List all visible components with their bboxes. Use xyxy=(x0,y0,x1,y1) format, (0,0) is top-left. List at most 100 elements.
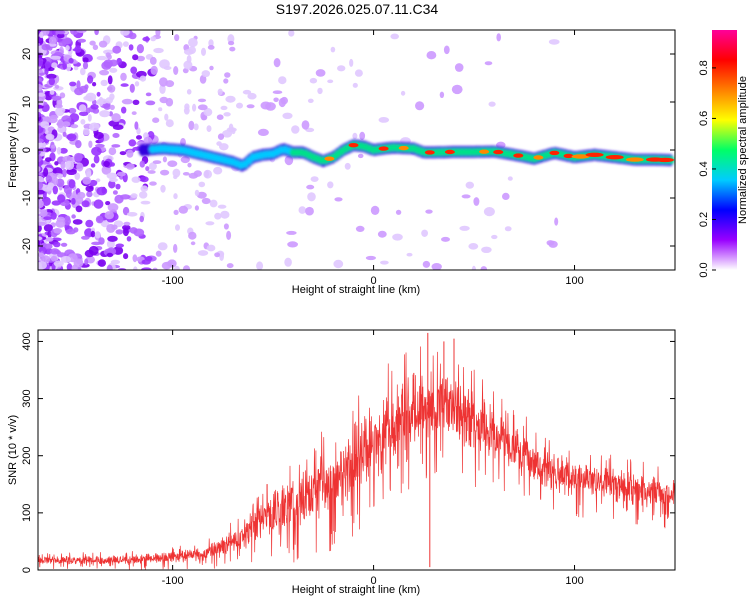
spectrogram-noise-blob xyxy=(153,47,164,54)
spectrogram-noise-blob xyxy=(84,84,89,90)
spectrogram-noise-blob xyxy=(46,73,57,79)
spectrogram-noise-blob xyxy=(45,133,55,140)
spectrogram-noise-blob xyxy=(62,131,67,137)
spectrogram-noise-blob xyxy=(95,178,101,183)
spectrogram-noise-blob xyxy=(115,183,121,190)
spectrogram-noise-blob xyxy=(108,111,113,117)
spectrogram-noise-blob xyxy=(484,61,493,66)
spectrogram-noise-blob xyxy=(77,191,86,199)
spectrogram-noise-blob xyxy=(65,62,72,72)
spectrogram-ridge-peak xyxy=(605,155,624,160)
spectrogram-noise-blob xyxy=(38,189,45,195)
spectrogram-ylabel: Frequency (Hz) xyxy=(7,112,19,188)
spectrogram-noise-blob xyxy=(73,66,79,71)
spectrogram-noise-blob xyxy=(468,243,479,250)
spectrogram-noise-blob xyxy=(425,209,433,214)
spectrogram-noise-blob xyxy=(84,258,89,266)
spectrogram-noise-blob xyxy=(136,55,145,62)
spectrogram-noise-blob xyxy=(298,206,307,214)
spectrogram-noise-blob xyxy=(327,181,334,189)
snr-ytick-label: 100 xyxy=(21,504,33,522)
spectrogram-noise-blob xyxy=(121,106,127,114)
spectrogram-noise-blob xyxy=(76,80,81,90)
spectrogram-noise-blob xyxy=(90,163,96,168)
colorbar-tick-label: 0.8 xyxy=(698,60,710,75)
spectrogram-noise-blob xyxy=(86,191,93,198)
spectrogram-noise-blob xyxy=(307,98,314,104)
spectrogram-noise-blob xyxy=(139,75,147,82)
spectrogram-noise-blob xyxy=(59,107,66,113)
spectrogram-noise-blob xyxy=(426,51,437,60)
spectrogram-noise-blob xyxy=(395,209,402,215)
spectrogram-noise-blob xyxy=(87,75,94,84)
snr-xtick-label: -100 xyxy=(162,575,184,587)
spectrogram-noise-blob xyxy=(112,124,124,130)
spectrogram-noise-blob xyxy=(100,79,108,87)
spectrogram-noise-blob xyxy=(126,149,134,158)
snr-frame xyxy=(37,329,676,571)
spectrogram-noise-blob xyxy=(180,156,190,164)
spectrogram-noise-blob xyxy=(48,116,58,124)
spectrogram-noise-blob xyxy=(93,155,100,164)
spectrogram-noise-blob xyxy=(68,57,74,64)
spectrogram-noise-blob xyxy=(201,47,206,57)
spectrogram-noise-blob xyxy=(150,65,158,75)
spectrogram-noise-blob xyxy=(150,36,157,42)
spectrogram-noise-blob xyxy=(53,241,61,248)
spectrogram-noise-blob xyxy=(70,124,79,129)
spectrogram-noise-blob xyxy=(90,104,99,110)
spectrogram-noise-blob xyxy=(173,209,179,215)
spectrogram-noise-blob xyxy=(155,250,162,257)
spectrogram-noise-blob xyxy=(145,166,150,172)
spectrogram-noise-blob xyxy=(173,265,180,270)
spectrogram-noise-blob xyxy=(38,57,43,67)
spectrogram-noise-blob xyxy=(178,205,188,214)
spectrogram-noise-blob xyxy=(247,92,257,100)
spectrogram-noise-blob xyxy=(155,30,161,37)
spectrogram-noise-blob xyxy=(48,36,57,45)
spectrogram-noise-blob xyxy=(164,113,169,121)
spectrogram-noise-blob xyxy=(75,140,82,149)
spectrogram-noise-blob xyxy=(43,224,54,232)
spectrogram-noise-blob xyxy=(161,261,172,270)
spectrogram-noise-blob xyxy=(41,255,51,263)
spectrogram-noise-blob xyxy=(99,69,110,76)
spectrogram-noise-blob xyxy=(53,228,63,234)
spectrogram-noise-blob xyxy=(62,168,67,178)
spectrogram-noise-blob xyxy=(400,90,406,96)
spectrogram-noise-blob xyxy=(119,194,131,200)
spectrogram-noise-blob xyxy=(197,104,208,111)
spectrogram-ridge-peak xyxy=(493,149,504,155)
spectrogram-noise-blob xyxy=(454,63,464,72)
spectrogram-noise-blob xyxy=(74,45,82,53)
spectrogram-noise-blob xyxy=(66,263,73,270)
spectrogram-noise-blob xyxy=(40,121,50,129)
spectrogram-noise-blob xyxy=(190,241,196,246)
spectrogram-noise-blob xyxy=(106,252,114,258)
spectrogram-noise-blob xyxy=(183,106,190,115)
spectrogram-noise-blob xyxy=(82,176,92,185)
spectrogram-noise-blob xyxy=(103,49,114,55)
spectrogram-noise-blob xyxy=(115,229,124,235)
spectrogram-noise-blob xyxy=(439,91,445,99)
spectrogram-noise-blob xyxy=(103,160,110,168)
spectrogram-noise-blob xyxy=(140,176,149,183)
spectrogram-noise-blob xyxy=(136,135,142,140)
spectrogram-noise-blob xyxy=(75,205,83,213)
spectrogram-noise-blob xyxy=(107,203,119,212)
spectrogram-noise-blob xyxy=(51,95,62,101)
spectrogram-noise-blob xyxy=(98,96,104,107)
spectrogram-noise-blob xyxy=(217,133,225,140)
spectrogram-noise-blob xyxy=(132,99,140,106)
spectrogram-noise-blob xyxy=(483,207,495,217)
spectrogram-noise-blob xyxy=(352,132,358,140)
spectrogram-noise-blob xyxy=(42,184,53,192)
spectrogram-noise-blob xyxy=(273,97,279,103)
spectrogram-noise-blob xyxy=(207,45,215,50)
spectrogram-noise-blob xyxy=(287,241,298,248)
spectrogram-noise-blob xyxy=(38,262,42,270)
snr-xtick-label: 0 xyxy=(371,575,377,587)
spectrogram-noise-blob xyxy=(131,176,141,183)
spectrogram-noise-blob xyxy=(415,101,425,111)
spectrogram-noise-blob xyxy=(82,57,89,63)
